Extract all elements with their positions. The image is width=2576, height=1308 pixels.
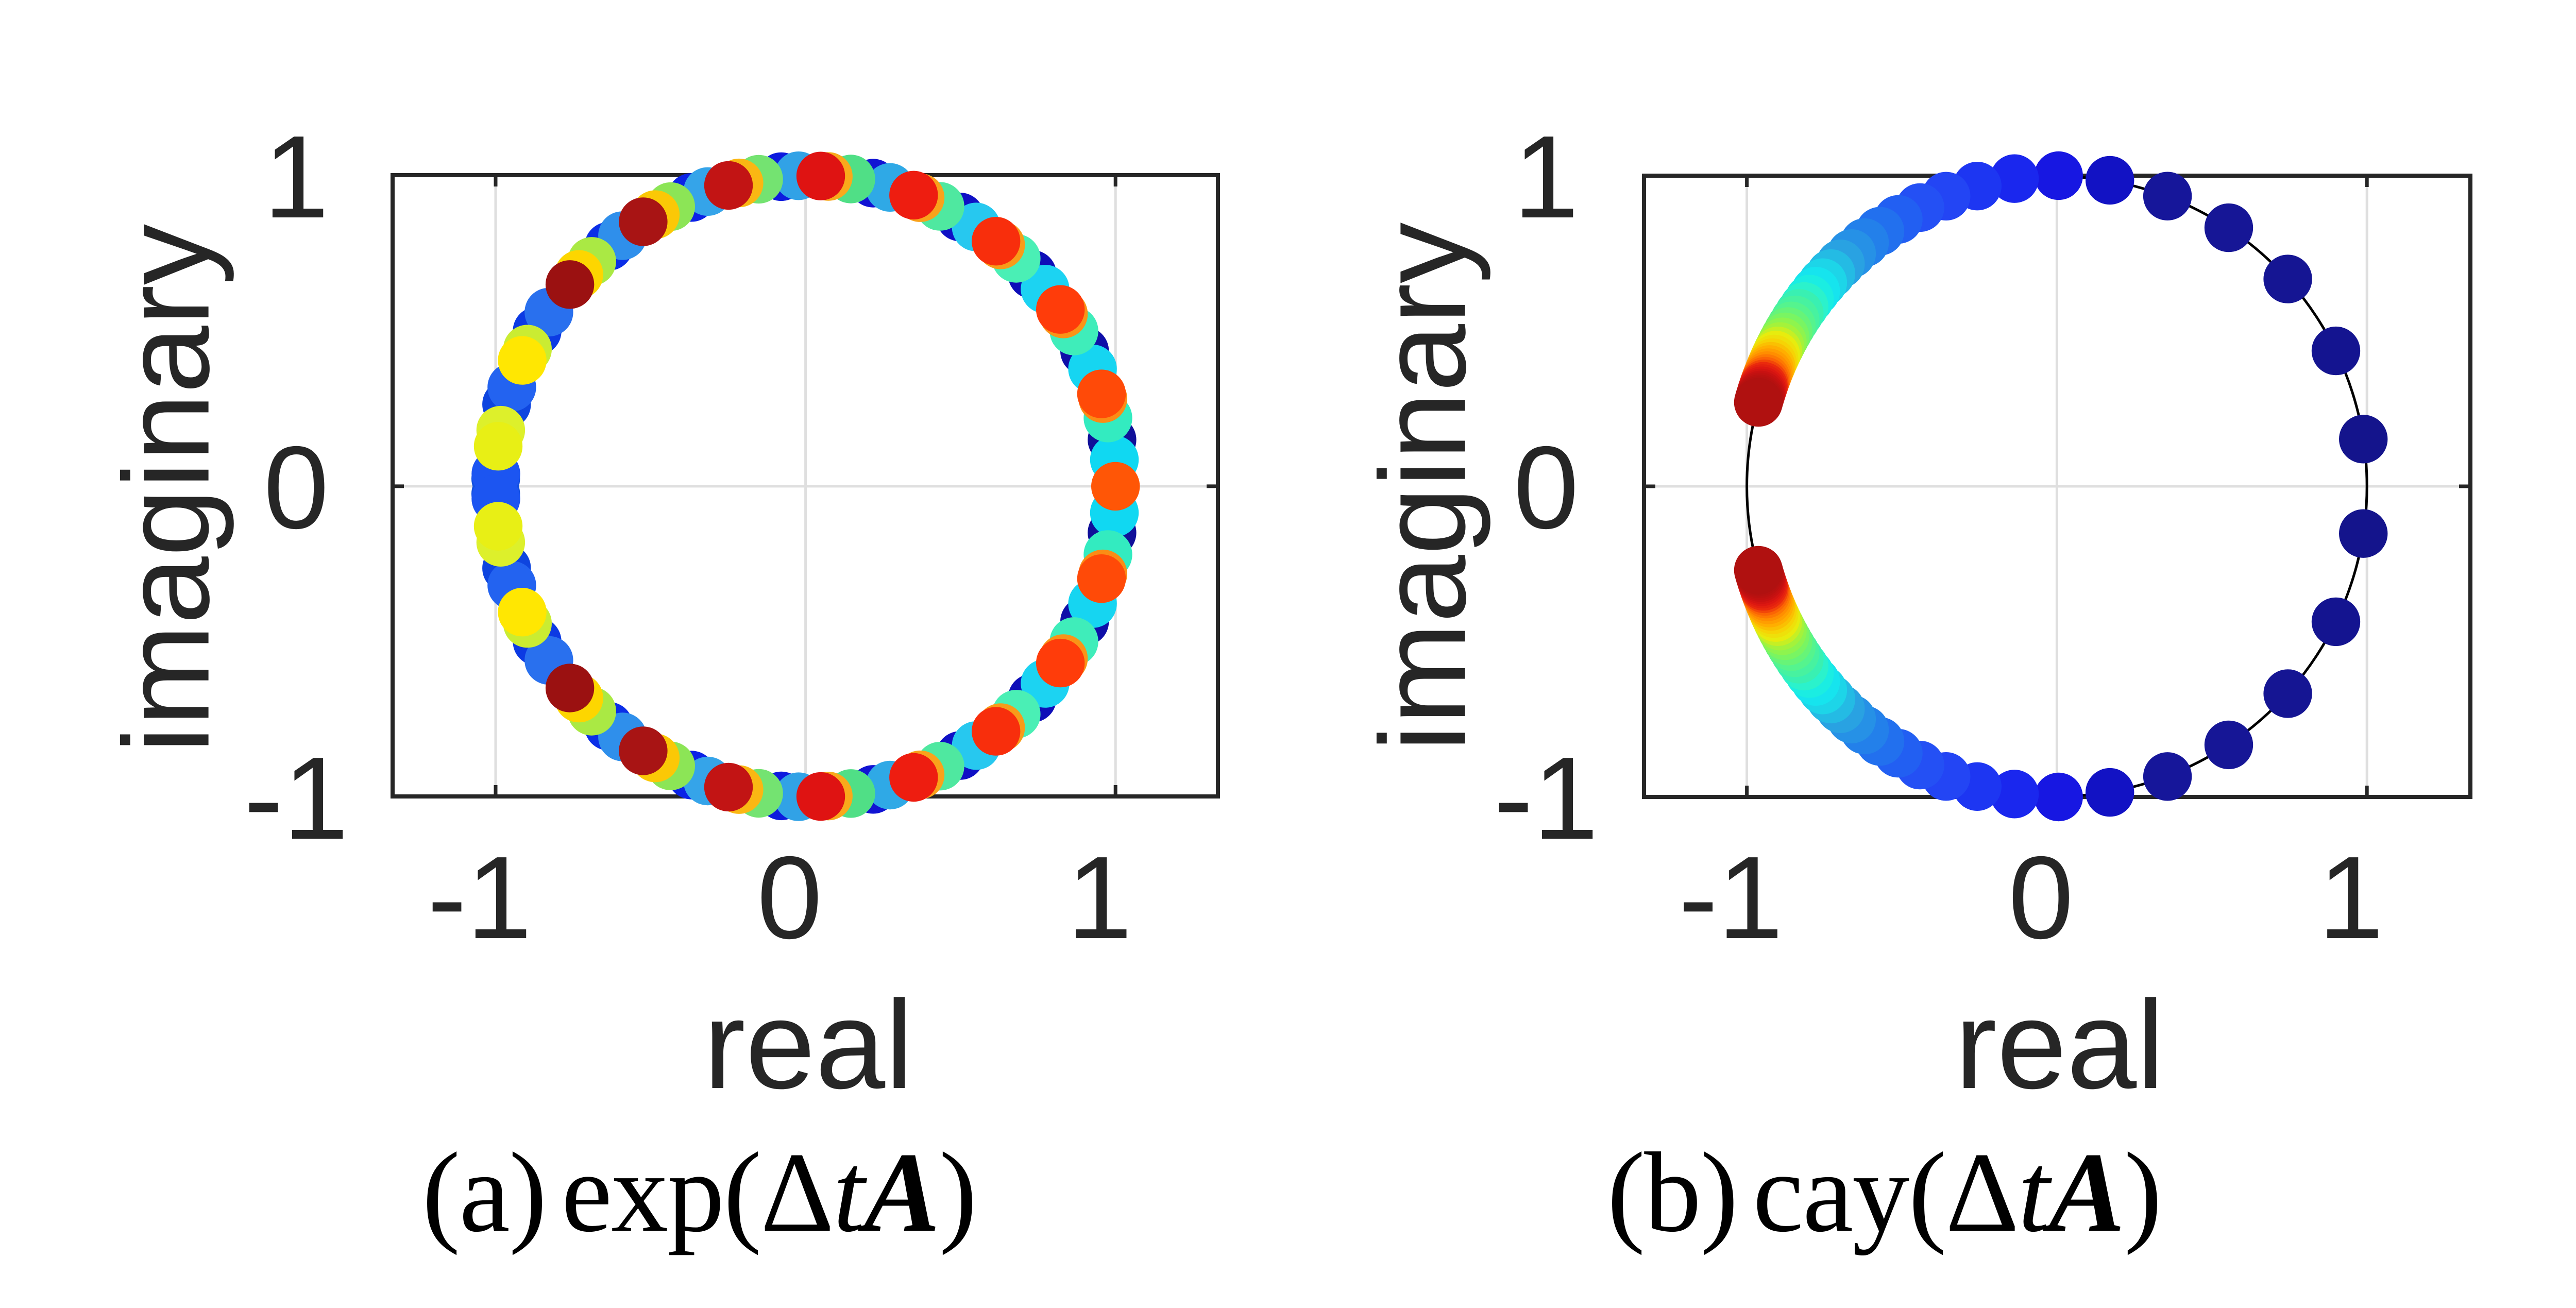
svg-text:0: 0 <box>264 422 329 553</box>
svg-text:-1: -1 <box>428 833 532 963</box>
svg-text:imaginary: imaginary <box>1355 222 1492 752</box>
svg-text:0: 0 <box>757 833 822 963</box>
svg-text:0: 0 <box>1514 422 1579 553</box>
svg-text:0: 0 <box>2008 833 2074 963</box>
svg-text:(b)cay(ΔtA): (b) cay(ΔtA) <box>1607 1129 2161 1256</box>
svg-text:real: real <box>704 974 913 1115</box>
svg-text:(a)exp(ΔtA): (a) exp(ΔtA) <box>422 1129 976 1256</box>
svg-text:real: real <box>1955 974 2165 1115</box>
svg-text:-1: -1 <box>1494 733 1599 864</box>
svg-text:-1: -1 <box>1679 833 1783 963</box>
svg-text:1: 1 <box>2318 833 2384 963</box>
svg-text:1: 1 <box>264 112 329 243</box>
svg-text:1: 1 <box>1067 833 1132 963</box>
svg-text:1: 1 <box>1514 112 1579 243</box>
svg-text:imaginary: imaginary <box>98 224 235 753</box>
svg-text:-1: -1 <box>244 733 349 864</box>
